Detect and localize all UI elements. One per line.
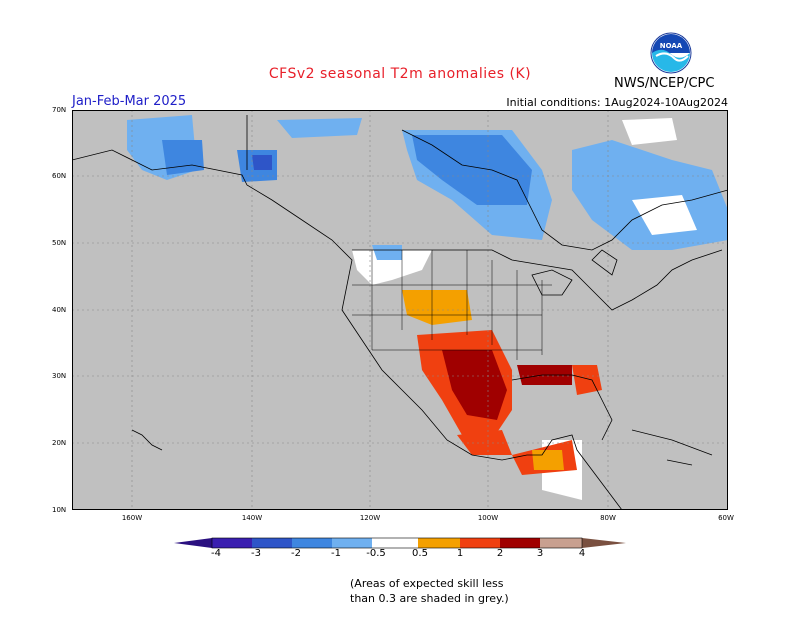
- legend-left-arrow: [174, 538, 212, 548]
- coastlines: [72, 115, 728, 510]
- lon-tick: 120W: [359, 514, 381, 522]
- map-frame: [72, 110, 728, 510]
- legend-swatch: [252, 538, 292, 548]
- skill-note-line: than 0.3 are shaded in grey.): [350, 592, 509, 605]
- legend-label: -3: [251, 548, 261, 559]
- graticule: [72, 110, 728, 510]
- anomaly-map: [72, 110, 728, 510]
- map-title: CFSv2 seasonal T2m anomalies (K): [268, 66, 532, 82]
- negative-anomalies: [127, 115, 728, 260]
- lon-tick: 160W: [121, 514, 143, 522]
- noaa-logo: NOAA: [650, 32, 692, 74]
- lat-tick: 20N: [52, 439, 67, 447]
- political-borders: [352, 250, 552, 360]
- lon-tick: 140W: [241, 514, 263, 522]
- legend-swatch: [540, 538, 582, 548]
- skill-note: (Areas of expected skill less than 0.3 a…: [350, 576, 509, 606]
- season-label: Jan-Feb-Mar 2025: [72, 94, 187, 109]
- legend-right-arrow: [582, 538, 626, 548]
- legend-swatch: [292, 538, 332, 548]
- legend-label: 1: [456, 548, 464, 559]
- legend-label: 2: [496, 548, 504, 559]
- legend-swatch: [372, 538, 418, 548]
- legend-swatch: [500, 538, 540, 548]
- legend-label: -0.5: [366, 548, 386, 559]
- lat-tick: 40N: [52, 306, 67, 314]
- svg-text:NOAA: NOAA: [660, 42, 683, 50]
- lon-tick: 60W: [718, 514, 734, 522]
- skill-note-line: (Areas of expected skill less: [350, 577, 504, 590]
- color-legend: [174, 537, 626, 549]
- lat-tick: 10N: [52, 506, 67, 514]
- legend-label: -2: [291, 548, 301, 559]
- legend-label: 0.5: [412, 548, 428, 559]
- agency-label: NWS/NCEP/CPC: [614, 76, 715, 91]
- legend-label: 3: [536, 548, 544, 559]
- legend-swatch: [460, 538, 500, 548]
- lat-tick: 50N: [52, 239, 67, 247]
- lat-tick: 60N: [52, 172, 67, 180]
- legend-label: -4: [211, 548, 221, 559]
- legend-swatch: [418, 538, 460, 548]
- lat-tick: 70N: [52, 106, 67, 114]
- legend-swatch: [332, 538, 372, 548]
- lon-tick: 100W: [477, 514, 499, 522]
- legend-label: -1: [331, 548, 341, 559]
- lat-tick: 30N: [52, 372, 67, 380]
- legend-swatch: [212, 538, 252, 548]
- legend-label: 4: [578, 548, 586, 559]
- lon-tick: 80W: [600, 514, 616, 522]
- initial-conditions-label: Initial conditions: 1Aug2024-10Aug2024: [506, 96, 728, 109]
